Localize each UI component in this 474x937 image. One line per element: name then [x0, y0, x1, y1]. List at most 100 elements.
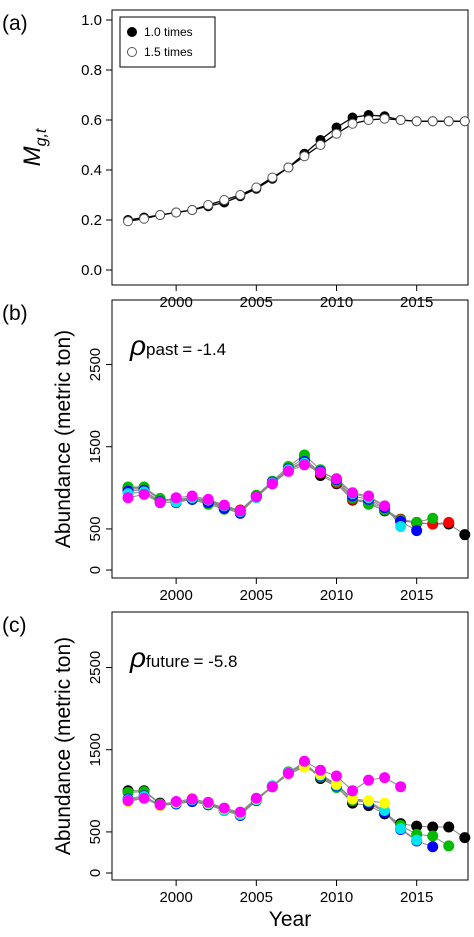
data-point	[331, 473, 343, 485]
series-line	[127, 114, 465, 221]
data-point	[235, 190, 246, 200]
data-point	[395, 781, 407, 793]
data-point	[363, 795, 375, 807]
x-tick-label: 2000	[159, 294, 192, 311]
y-tick-label: 2500	[87, 651, 104, 684]
data-point	[282, 465, 294, 477]
data-point	[234, 806, 246, 818]
y-tick-label: 1500	[87, 733, 104, 766]
data-point	[459, 529, 471, 541]
data-point	[379, 797, 391, 809]
data-point	[123, 216, 134, 227]
data-point	[138, 488, 150, 500]
annotation-text: = -5.8	[194, 652, 238, 671]
series-line	[127, 462, 402, 527]
x-tick-label: 2000	[159, 889, 192, 906]
data-point	[315, 140, 326, 150]
x-tick-label: 2015	[400, 294, 433, 311]
annotation: ρpast = -1.4	[129, 330, 226, 361]
annotation-text: = -1.4	[182, 340, 226, 359]
data-point	[283, 162, 294, 173]
data-point	[267, 172, 278, 183]
data-point	[443, 516, 455, 528]
y-tick-label: 0.2	[81, 212, 102, 229]
x-tick-label: 2005	[240, 889, 273, 906]
data-point	[154, 799, 166, 811]
data-point	[363, 115, 374, 125]
legend-marker	[127, 27, 137, 37]
data-point	[331, 128, 342, 139]
data-point	[187, 205, 198, 215]
data-point	[395, 823, 407, 835]
data-point	[443, 840, 455, 852]
data-point	[347, 785, 359, 797]
data-point	[202, 493, 214, 505]
data-point	[138, 792, 150, 804]
data-point	[379, 772, 391, 784]
data-point	[411, 525, 423, 537]
annotation-sub: future	[146, 652, 189, 671]
plot-frame	[111, 611, 469, 881]
y-axis-label-sub: g,t	[33, 128, 50, 146]
data-point	[443, 116, 454, 127]
data-point	[266, 781, 278, 793]
panel-label: (c)	[2, 614, 27, 637]
panel-label: (b)	[2, 302, 28, 325]
y-tick-label: 0.8	[81, 62, 102, 79]
y-tick-label: 0.4	[81, 162, 102, 179]
x-axis-label: Year	[269, 908, 311, 931]
data-point	[186, 490, 198, 502]
legend-label: 1.0 times	[144, 25, 193, 39]
data-point	[395, 520, 407, 532]
data-point	[314, 466, 326, 478]
x-tick-label: 2010	[320, 294, 353, 311]
data-point	[122, 492, 134, 504]
data-point	[251, 182, 262, 193]
data-point	[459, 832, 471, 844]
x-tick-label: 2005	[240, 294, 273, 311]
x-tick-label: 2015	[400, 587, 433, 604]
annotation-sub: past	[146, 340, 178, 359]
data-point	[363, 774, 375, 786]
data-point	[170, 795, 182, 807]
y-tick-label: 1500	[87, 430, 104, 463]
data-point	[219, 195, 230, 205]
data-point	[186, 793, 198, 805]
data-point	[250, 792, 262, 804]
data-point	[459, 116, 470, 127]
legend-box	[119, 16, 216, 68]
data-point	[298, 459, 310, 471]
data-point	[331, 770, 343, 782]
data-point	[282, 768, 294, 780]
data-point	[347, 487, 359, 499]
data-point	[427, 512, 439, 524]
x-tick-label: 2010	[320, 587, 353, 604]
y-tick-label: 2500	[87, 348, 104, 381]
y-axis-label-main: Abundance (metric ton)	[52, 637, 75, 855]
data-point	[427, 841, 439, 853]
data-point	[314, 764, 326, 776]
data-point	[154, 497, 166, 509]
y-axis-label: Mg,t	[19, 128, 50, 166]
y-axis-label-main: M	[19, 146, 46, 166]
plot-frame	[111, 9, 469, 286]
plot-frame	[111, 299, 469, 579]
x-tick-label: 2000	[159, 587, 192, 604]
data-point	[427, 830, 439, 842]
y-tick-label: 500	[87, 819, 104, 844]
x-tick-label: 2005	[240, 587, 273, 604]
series-line	[127, 118, 465, 222]
x-tick-label: 2010	[320, 889, 353, 906]
y-axis-label-main: Abundance (metric ton)	[52, 330, 75, 548]
data-point	[203, 200, 214, 210]
annotation-symbol: ρ	[129, 330, 146, 361]
data-point	[202, 796, 214, 808]
data-point	[171, 207, 182, 218]
y-tick-label: 0	[87, 566, 104, 574]
x-tick-label: 2015	[400, 889, 433, 906]
data-point	[298, 755, 310, 767]
data-point	[379, 500, 391, 512]
data-point	[299, 151, 310, 162]
y-axis-label: Abundance (metric ton)	[52, 637, 75, 855]
